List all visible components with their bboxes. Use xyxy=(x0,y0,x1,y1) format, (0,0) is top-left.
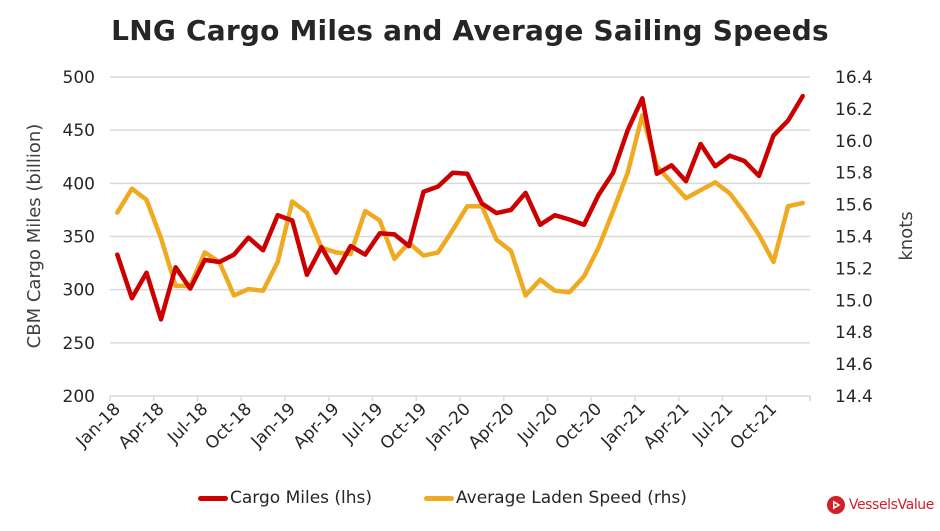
y-tick-label: 400 xyxy=(63,174,95,194)
logo-text: VesselsValue xyxy=(848,497,935,513)
series-lines xyxy=(115,93,805,322)
x-tick-label: Jan-21 xyxy=(597,399,650,452)
x-tick-label: Apr-20 xyxy=(465,399,519,453)
y-tick-label: 250 xyxy=(63,334,95,354)
x-tick-label: Jan-20 xyxy=(422,399,475,452)
y-tick-label: 350 xyxy=(63,228,95,248)
series-line-cargo-miles xyxy=(115,93,805,322)
legend-label-cargo-miles: Cargo Miles (lhs) xyxy=(230,488,373,508)
series-line-laden-speed xyxy=(115,113,805,298)
y2-tick-label: 15.8 xyxy=(835,164,873,184)
y2-tick-label: 15.4 xyxy=(835,228,873,248)
x-tick-label: Oct-19 xyxy=(377,399,432,454)
legend-item-laden-speed[interactable]: Average Laden Speed (rhs) xyxy=(424,488,687,508)
y2-tick-label: 14.6 xyxy=(835,355,873,375)
x-tick-label: Oct-20 xyxy=(552,399,607,454)
y2-axis-title: knots xyxy=(896,211,917,260)
y2-tick-label: 16.4 xyxy=(835,68,873,88)
y-tick-label: 200 xyxy=(63,387,95,407)
y-axis-title: CBM Cargo Miles (billion) xyxy=(24,124,45,349)
vesselsvalue-logo-icon xyxy=(826,496,845,514)
gridlines xyxy=(110,76,810,344)
y-tick-label: 300 xyxy=(63,281,95,301)
x-tick-label: Apr-18 xyxy=(115,399,169,453)
y-tick-label: 450 xyxy=(63,121,95,141)
y2-tick-label: 14.4 xyxy=(835,387,873,407)
chart-title: LNG Cargo Miles and Average Sailing Spee… xyxy=(111,14,829,47)
y2-tick-label: 16.0 xyxy=(835,132,873,152)
y2-tick-label: 14.8 xyxy=(835,323,873,343)
y-tick-label: 500 xyxy=(63,68,95,88)
y2-tick-label: 16.2 xyxy=(835,100,873,120)
x-tick-label: Apr-19 xyxy=(290,399,344,453)
y2-tick-label: 15.2 xyxy=(835,259,873,279)
legend-swatch-laden-speed xyxy=(424,495,455,501)
vesselsvalue-logo: VesselsValue xyxy=(826,496,935,514)
y2-tick-label: 15.6 xyxy=(835,196,873,216)
x-tick-label: Jan-18 xyxy=(72,399,125,452)
legend-item-cargo-miles[interactable]: Cargo Miles (lhs) xyxy=(198,488,372,508)
x-tick-label: Jan-19 xyxy=(247,399,300,452)
y2-tick-label: 15.0 xyxy=(835,291,873,311)
x-tick-label: Apr-21 xyxy=(640,399,694,453)
legend-label-laden-speed: Average Laden Speed (rhs) xyxy=(456,488,687,508)
x-tick-label: Oct-18 xyxy=(202,399,257,454)
axes xyxy=(109,395,811,401)
x-tick-label: Oct-21 xyxy=(727,399,782,454)
legend-swatch-cargo-miles xyxy=(198,495,228,501)
legend: Cargo Miles (lhs) Average Laden Speed (r… xyxy=(198,488,739,508)
